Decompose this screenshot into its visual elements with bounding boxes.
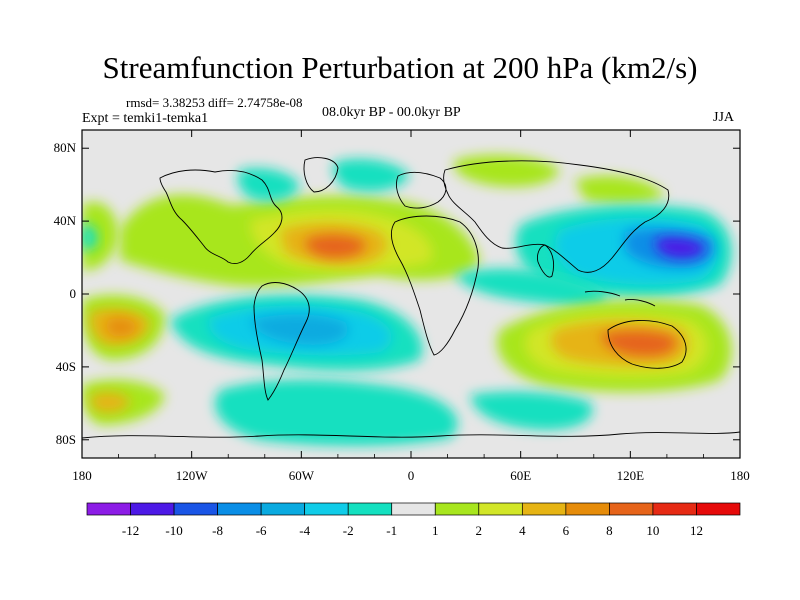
colorbar-labels: -12 -10 -8 -6 -4 -2 -1 1 2 4 6 8 10 12 <box>122 523 703 538</box>
lon-label: 60W <box>289 468 315 483</box>
page-title: Streamfunction Perturbation at 200 hPa (… <box>102 50 698 85</box>
colorbar-swatch <box>304 502 349 516</box>
colorbar-swatch <box>86 502 131 516</box>
colorbar-label: -6 <box>256 523 267 538</box>
field-southern-ocean-negative <box>214 379 458 446</box>
field-north-america-negative <box>237 168 300 202</box>
field-south-pacific-polar-core <box>90 392 130 413</box>
lon-label: 120E <box>617 468 645 483</box>
colorbar-label: 4 <box>519 523 526 538</box>
colorbar-swatch <box>652 502 697 516</box>
colorbar <box>86 502 741 516</box>
lat-label: 80N <box>54 140 77 155</box>
colorbar-label: -10 <box>165 523 182 538</box>
colorbar-swatch <box>609 502 654 516</box>
field-north-pacific-west-positive <box>82 201 119 271</box>
colorbar-swatch <box>130 502 175 516</box>
period-label: 08.0kyr BP - 00.0kyr BP <box>322 105 461 120</box>
coastline-australia <box>607 319 687 369</box>
colorbar-swatch <box>696 502 741 516</box>
colorbar-label: 12 <box>690 523 703 538</box>
colorbar-label: 6 <box>563 523 570 538</box>
lat-label: 40N <box>54 213 77 228</box>
colorbar-swatch <box>434 502 480 516</box>
colorbar-swatch <box>260 502 306 516</box>
lat-label: 0 <box>70 286 77 301</box>
field-north-atlantic-core <box>305 234 366 258</box>
coastlines <box>82 157 740 439</box>
colorbar-label: 2 <box>476 523 483 538</box>
field-tropical-band-negative <box>455 268 608 307</box>
experiment-label: Expt = temki1-temka1 <box>82 111 209 126</box>
field-north-pacific-west-mid <box>82 224 98 250</box>
coastline-europe <box>395 171 447 209</box>
colorbar-label: 10 <box>646 523 659 538</box>
contour-fields <box>82 154 732 446</box>
colorbar-swatch <box>173 502 218 516</box>
colorbar-swatch <box>565 502 610 516</box>
coastline-africa <box>390 215 479 356</box>
lat-label: 40S <box>56 359 76 374</box>
colorbar-swatch <box>391 502 436 516</box>
coastline-asia <box>443 160 670 273</box>
colorbar-label: 8 <box>606 523 613 538</box>
coastline-antarctica <box>82 431 740 439</box>
coastline-greenland <box>303 157 339 193</box>
colorbar-label: -1 <box>386 523 397 538</box>
field-southern-ocean-negative-east <box>470 391 593 430</box>
colorbar-label: -2 <box>343 523 354 538</box>
stats-label: rmsd= 3.38253 diff= 2.74758e-08 <box>126 95 303 110</box>
field-central-asia-positive <box>575 175 665 204</box>
lat-label: 80S <box>56 432 76 447</box>
lon-label: 180 <box>72 468 92 483</box>
colorbar-swatch <box>478 502 523 516</box>
colorbar-label: -12 <box>122 523 139 538</box>
colorbar-swatch <box>217 502 262 516</box>
lon-label: 60E <box>510 468 531 483</box>
lon-label: 120W <box>176 468 209 483</box>
coastline-south-america <box>253 282 310 401</box>
lon-label: 180 <box>730 468 750 483</box>
coastline-north-america <box>159 169 283 265</box>
season-label: JJA <box>713 110 735 125</box>
field-north-pacific-negative-core <box>655 237 706 258</box>
colorbar-label: -4 <box>299 523 310 538</box>
colorbar-label: -8 <box>212 523 223 538</box>
field-europe-negative <box>333 158 410 192</box>
axis-labels: 80N 40N 0 40S 80S 180 120W 60W 0 60E 120E 180 <box>54 140 750 483</box>
coastline-india <box>537 244 555 278</box>
field-australia-positive-core <box>600 330 677 356</box>
field-south-pacific-east-core <box>106 318 138 337</box>
coastline-indonesia <box>584 290 656 307</box>
field-south-atlantic-negative-inner <box>250 314 349 345</box>
colorbar-label: 1 <box>432 523 439 538</box>
lon-label: 0 <box>408 468 415 483</box>
colorbar-swatch <box>521 502 567 516</box>
colorbar-swatch <box>347 502 393 516</box>
axis-ticks <box>81 130 741 458</box>
